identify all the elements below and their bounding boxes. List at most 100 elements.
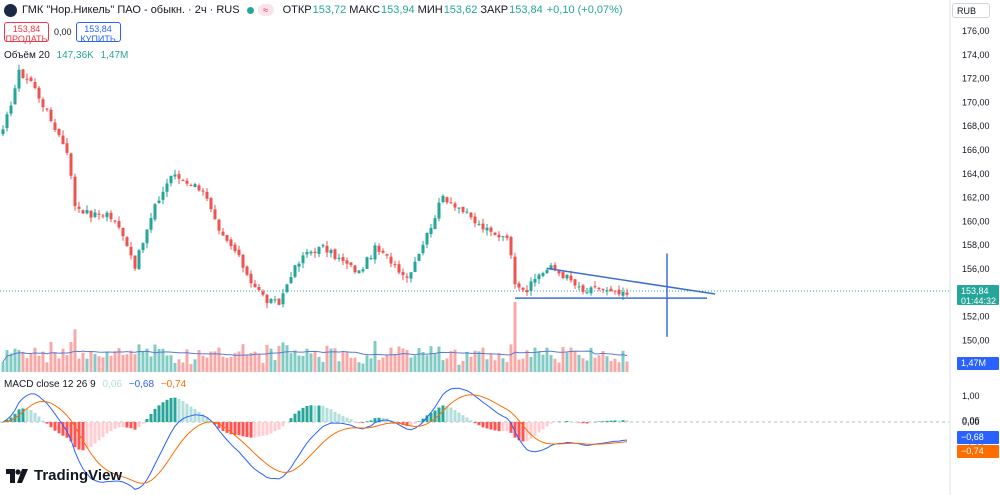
macd-histogram-bar xyxy=(225,422,229,433)
macd-histogram-bar xyxy=(541,422,545,430)
macd-histogram-bar xyxy=(89,422,93,447)
macd-histogram-bar xyxy=(581,422,585,424)
candle-body xyxy=(557,270,561,274)
candle-body xyxy=(125,237,129,247)
volume-bar xyxy=(61,348,65,372)
volume-bar xyxy=(577,354,581,372)
macd-histogram-bar xyxy=(109,422,113,432)
volume-bar xyxy=(493,360,497,372)
volume-bar xyxy=(273,360,277,372)
volume-bar xyxy=(461,361,465,372)
volume-bar xyxy=(45,362,49,372)
volume-bar xyxy=(253,351,257,372)
macd-histogram-bar xyxy=(61,422,65,436)
volume-bar xyxy=(81,352,85,372)
macd-histogram-bar xyxy=(113,422,117,429)
candle-body xyxy=(169,175,173,184)
macd-histogram-bar xyxy=(277,422,281,430)
volume-bar xyxy=(505,362,509,372)
volume-bar xyxy=(413,355,417,372)
macd-histogram-bar xyxy=(253,422,257,438)
candle-body xyxy=(197,185,201,191)
volume-bar xyxy=(53,352,57,372)
sell-button[interactable]: 153,84 ПРОДАТЬ xyxy=(4,22,49,44)
volume-bar xyxy=(401,348,405,372)
volume-bar xyxy=(525,350,529,372)
ohlc-low-label: МИН xyxy=(417,4,443,16)
volume-bar xyxy=(241,344,245,372)
volume-bar xyxy=(329,348,333,372)
macd-histogram-bar xyxy=(265,422,269,436)
candle-body xyxy=(405,276,409,278)
candle-body xyxy=(45,108,49,110)
macd-histogram-bar xyxy=(605,420,609,422)
buy-button[interactable]: 153,84 КУПИТЬ xyxy=(75,22,121,44)
candle-body xyxy=(593,286,597,288)
volume-bars xyxy=(1,302,629,372)
candle-body xyxy=(69,153,73,176)
signal-badge-bg xyxy=(957,445,999,458)
volume-bar xyxy=(261,362,265,372)
last-price-badge-text: 01:44:32 xyxy=(961,296,996,306)
tradingview-logo[interactable]: TradingView xyxy=(6,467,122,484)
volume-bar xyxy=(217,347,221,372)
macd-histogram-bar xyxy=(309,405,313,422)
volume-bar xyxy=(349,357,353,372)
candle-body xyxy=(345,260,349,264)
symbol-logo-icon xyxy=(4,3,17,17)
candle-body xyxy=(25,78,29,80)
candle-body xyxy=(385,254,389,256)
volume-bar xyxy=(29,353,33,372)
macd-histogram-bar xyxy=(477,422,481,426)
price-tick-label: 166,00 xyxy=(962,145,990,155)
candle-body xyxy=(221,231,225,236)
volume-bar xyxy=(549,355,553,372)
macd-histogram-bar xyxy=(121,422,125,428)
macd-legend[interactable]: MACD close 12 26 9 0,06 −0,68 −0,74 xyxy=(4,379,186,390)
macd-histogram-bar xyxy=(189,406,193,422)
volume-bar xyxy=(97,356,101,372)
volume-bar xyxy=(125,354,129,372)
volume-bar xyxy=(165,355,169,372)
candle-body xyxy=(381,250,385,253)
candle-body xyxy=(213,209,217,220)
volume-bar xyxy=(25,358,29,372)
ohlc-open-value: 153,72 xyxy=(312,4,347,16)
candle-body xyxy=(269,299,273,303)
volume-ma-line xyxy=(2,350,628,363)
sell-label: ПРОДАТЬ xyxy=(5,34,48,44)
volume-badge-bg xyxy=(957,357,999,370)
volume-bar xyxy=(405,350,409,372)
volume-bar xyxy=(285,345,289,372)
volume-bar xyxy=(305,348,309,372)
volume-bar xyxy=(269,348,273,372)
symbol-title[interactable]: ГМК "Нор.Никель" ПАО - обыкн. · 2ч · RUS xyxy=(22,4,240,16)
candle-body xyxy=(325,245,329,253)
volume-legend[interactable]: Объём 20 147,36K 1,47M xyxy=(4,50,128,61)
candle-body xyxy=(341,257,345,261)
volume-bar xyxy=(565,352,569,372)
triangle-drawing[interactable] xyxy=(515,253,716,337)
candle-body xyxy=(505,235,509,238)
currency-selector[interactable]: RUB xyxy=(952,3,990,18)
macd-histogram-bar xyxy=(117,422,121,428)
candle-body xyxy=(241,254,245,268)
volume-bar xyxy=(485,359,489,372)
volume-bar xyxy=(105,351,109,372)
candle-body xyxy=(561,272,565,279)
macd-histogram-bar xyxy=(153,408,157,422)
data-feed-icon[interactable]: ≈ xyxy=(257,4,274,16)
volume-bar xyxy=(529,356,533,372)
sell-price: 153,84 xyxy=(12,24,41,34)
macd-histogram-bar xyxy=(93,422,97,444)
macd-histogram-bar xyxy=(157,405,161,422)
volume-bar xyxy=(49,341,53,372)
last-price-badge-bg xyxy=(957,285,999,305)
volume-bar xyxy=(221,356,225,372)
volume-bar xyxy=(625,361,629,372)
candle-body xyxy=(9,105,13,114)
volume-bar xyxy=(1,361,5,372)
volume-bar xyxy=(541,354,545,372)
macd-histogram-bar xyxy=(161,402,165,422)
